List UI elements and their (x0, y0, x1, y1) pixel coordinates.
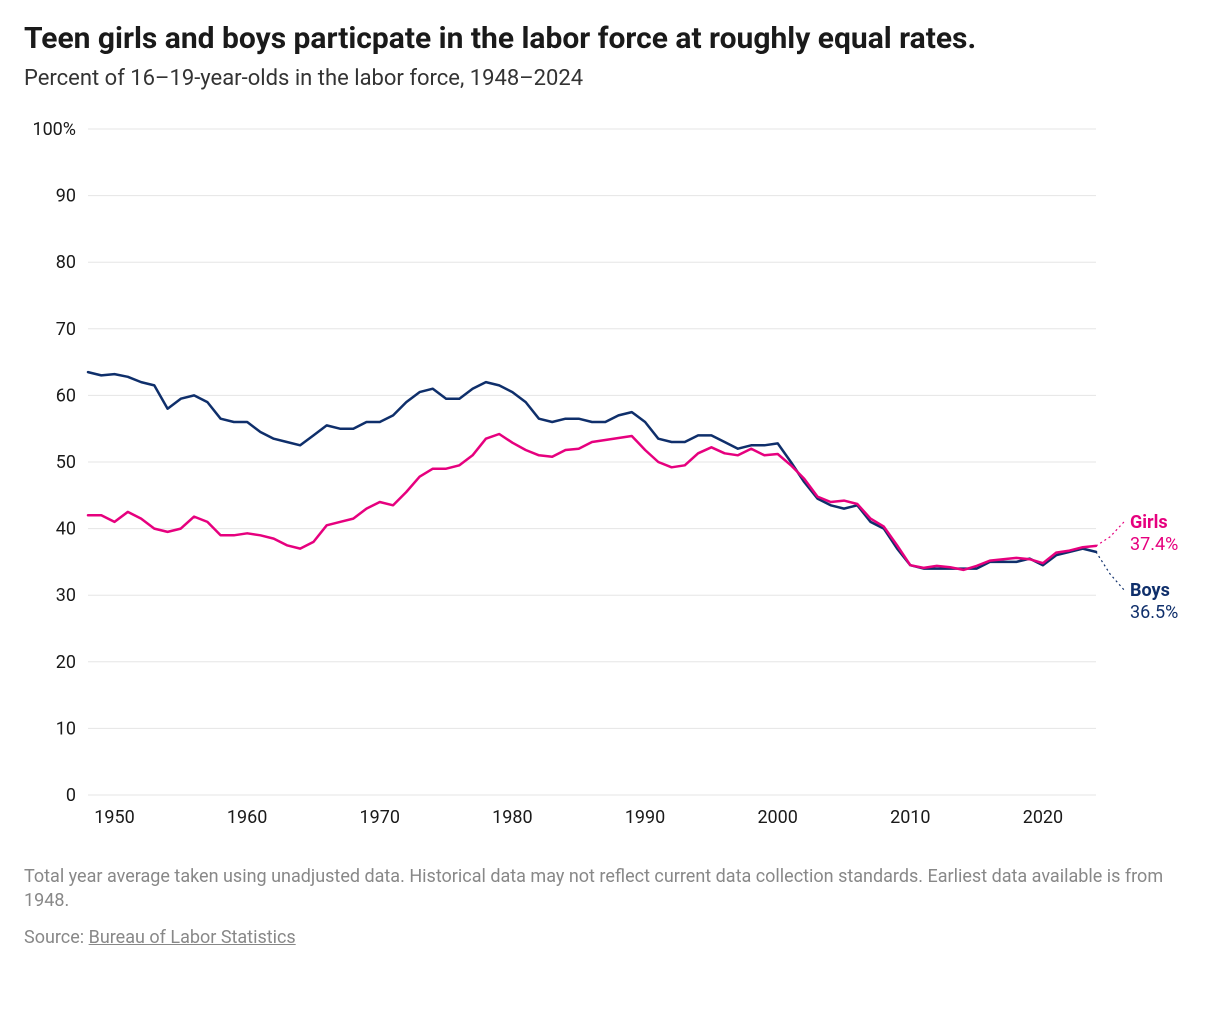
chart-plot-area: 0 10 20 30 40 50 60 70 80 90 100% 1950 1960 1970 1980 1… (24, 119, 1196, 839)
line-chart-svg: 0 10 20 30 40 50 60 70 80 90 100% 1950 1960 1970 1980 1… (24, 119, 1196, 839)
x-tick-label: 1990 (625, 807, 665, 828)
y-tick-label: 20 (56, 651, 76, 672)
chart-container: Teen girls and boys particpate in the la… (0, 0, 1220, 1016)
source-link[interactable]: Bureau of Labor Statistics (89, 927, 296, 948)
x-tick-label: 1980 (492, 807, 532, 828)
series-end-label-boys: Boys (1130, 579, 1170, 600)
leader-boys (1096, 551, 1124, 589)
y-tick-label: 50 (56, 452, 76, 473)
y-tick-label: 40 (56, 518, 76, 539)
chart-title: Teen girls and boys particpate in the la… (24, 20, 1124, 58)
y-tick-label: 10 (56, 718, 76, 739)
x-tick-label: 1950 (94, 807, 134, 828)
chart-subtitle: Percent of 16–19-year-olds in the labor … (24, 66, 1196, 91)
y-tick-label: 70 (56, 318, 76, 339)
series-end-value-boys: 36.5% (1130, 601, 1178, 622)
y-tick-label: 100% (32, 119, 76, 140)
y-tick-label: 80 (56, 252, 76, 273)
series-line-boys (88, 372, 1096, 568)
leader-girls (1096, 521, 1124, 545)
chart-footnote: Total year average taken using unadjuste… (24, 865, 1196, 914)
x-tick-label: 1960 (227, 807, 267, 828)
series-line-girls (88, 434, 1096, 570)
series-end-label-girls: Girls (1130, 511, 1168, 532)
series-end-value-girls: 37.4% (1130, 533, 1178, 554)
source-prefix: Source: (24, 927, 89, 948)
x-tick-label: 2000 (757, 807, 797, 828)
x-tick-label: 1970 (360, 807, 400, 828)
y-tick-label: 30 (56, 585, 76, 606)
x-tick-label: 2010 (890, 807, 930, 828)
chart-source: Source: Bureau of Labor Statistics (24, 927, 1196, 948)
x-tick-label: 2020 (1023, 807, 1063, 828)
y-tick-label: 60 (56, 385, 76, 406)
y-tick-label: 90 (56, 185, 76, 206)
y-tick-label: 0 (66, 785, 76, 806)
